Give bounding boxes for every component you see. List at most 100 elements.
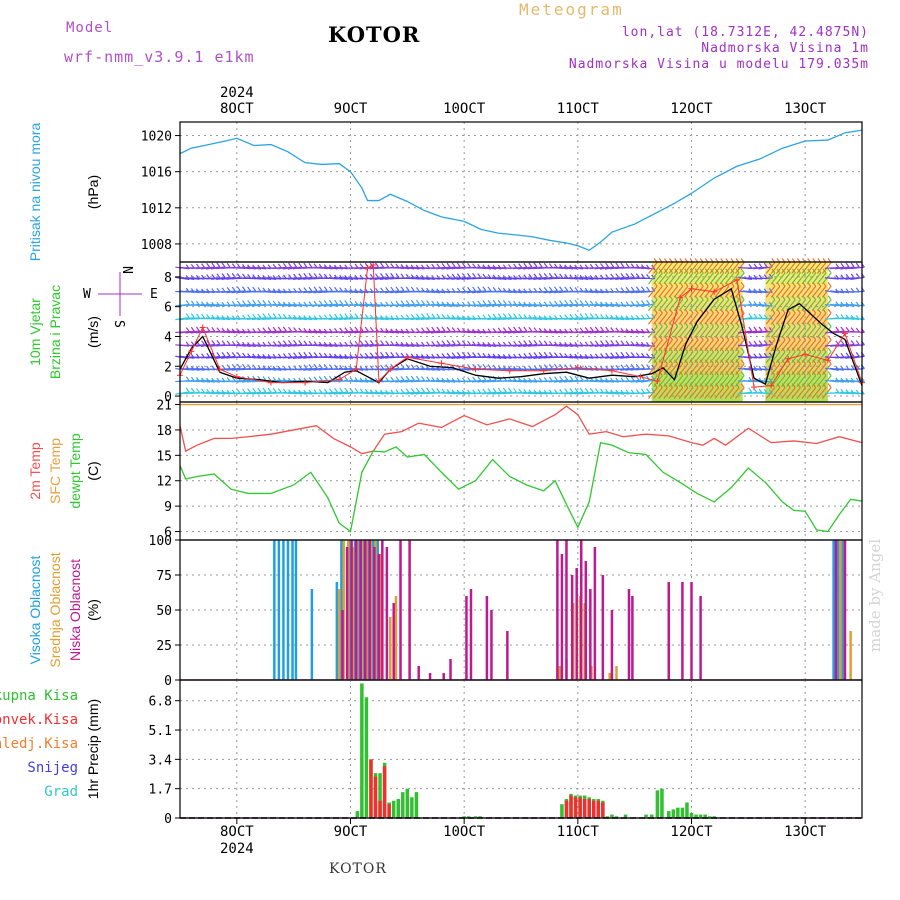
wind-barb bbox=[845, 355, 860, 359]
wind-barb bbox=[699, 387, 709, 399]
wind-barb bbox=[563, 391, 579, 395]
wind-barb-flag bbox=[528, 273, 533, 279]
wind-barb bbox=[704, 339, 714, 352]
wind-barb-flag bbox=[431, 387, 436, 393]
wind-barb bbox=[471, 343, 486, 347]
wind-barb bbox=[517, 266, 532, 270]
wind-barb-flag bbox=[293, 352, 298, 358]
wind-barb bbox=[653, 387, 663, 399]
wind-barb-flag bbox=[827, 268, 832, 274]
wind-barb bbox=[811, 387, 822, 399]
bar bbox=[596, 800, 601, 818]
wind-barb-flag bbox=[329, 314, 333, 319]
wind-barb bbox=[678, 285, 689, 298]
wind-barb bbox=[589, 290, 604, 294]
series-marker bbox=[574, 364, 581, 371]
bar bbox=[389, 617, 392, 680]
wind-barb bbox=[487, 391, 502, 395]
wind-barb-flag bbox=[313, 286, 318, 292]
y-tick-label: 6.8 bbox=[149, 695, 172, 710]
wind-barb bbox=[477, 266, 492, 270]
wind-barb bbox=[579, 367, 594, 371]
wind-barb bbox=[400, 343, 415, 348]
wind-barb-flag bbox=[426, 300, 431, 306]
wind-barb bbox=[775, 299, 786, 312]
wind-barb-flag bbox=[574, 387, 579, 393]
wind-barb-flag bbox=[518, 313, 523, 319]
model-label: Model bbox=[66, 20, 114, 36]
wind-barb-flag bbox=[216, 327, 221, 333]
wind-barb-flag bbox=[594, 340, 599, 346]
wind-barb-flag bbox=[704, 347, 709, 353]
wind-barb bbox=[663, 299, 674, 312]
wind-barb-flag bbox=[807, 359, 812, 365]
wind-barb-flag bbox=[421, 327, 426, 333]
wind-barb bbox=[791, 262, 801, 274]
wind-barb bbox=[821, 285, 832, 298]
wind-barb bbox=[806, 387, 817, 399]
wind-barb-flag bbox=[513, 326, 518, 332]
wind-barb-flag bbox=[390, 286, 395, 292]
wind-barb bbox=[338, 367, 353, 371]
wind-barb bbox=[318, 266, 333, 270]
wind-barb bbox=[420, 330, 435, 334]
wind-barb-flag bbox=[405, 364, 410, 369]
y-tick-label: 0 bbox=[164, 674, 172, 689]
wind-barb bbox=[786, 375, 796, 388]
wind-barb bbox=[688, 285, 699, 298]
wind-barb-flag bbox=[185, 387, 190, 393]
wind-barb bbox=[719, 351, 730, 364]
wind-barb bbox=[277, 303, 292, 307]
wind-barb bbox=[683, 299, 694, 312]
wind-barb bbox=[477, 379, 492, 383]
wind-barb-flag bbox=[584, 313, 589, 318]
wind-barb bbox=[709, 387, 720, 399]
compass-s: S bbox=[111, 320, 126, 328]
y-tick-label: 12 bbox=[156, 475, 172, 490]
wind-barb bbox=[709, 272, 720, 285]
wind-barb-flag bbox=[313, 376, 318, 382]
wind-barb-flag bbox=[318, 286, 323, 292]
wind-barb-flag bbox=[390, 352, 395, 357]
wind-barb bbox=[845, 317, 860, 321]
wind-barb-flag bbox=[236, 273, 241, 278]
wind-barb-flag bbox=[277, 326, 282, 332]
wind-barb-flag bbox=[436, 388, 441, 393]
wind-barb bbox=[699, 363, 709, 376]
wind-barb bbox=[648, 326, 658, 338]
wind-barb-flag bbox=[763, 262, 768, 268]
wind-barb bbox=[635, 266, 650, 270]
bar bbox=[593, 547, 597, 680]
wind-barb bbox=[466, 330, 481, 334]
wind-barb-flag bbox=[748, 387, 753, 393]
wind-barb-flag bbox=[630, 273, 635, 278]
wind-barb-flag bbox=[600, 313, 605, 319]
y-tick-label: 6 bbox=[164, 526, 172, 541]
bar bbox=[485, 596, 489, 680]
wind-barb-flag bbox=[791, 371, 796, 377]
wind-barb bbox=[451, 355, 466, 359]
y-tick-label: 1020 bbox=[141, 130, 172, 145]
wind-barb bbox=[724, 299, 735, 312]
wind-barb bbox=[704, 312, 714, 325]
wind-barb-flag bbox=[313, 273, 318, 278]
bar bbox=[560, 554, 564, 680]
wind-barb-flag bbox=[694, 383, 699, 388]
wind-barb-flag bbox=[827, 308, 832, 314]
wind-barb bbox=[195, 379, 210, 383]
wind-barb bbox=[436, 379, 451, 383]
wind-barb bbox=[724, 351, 735, 364]
wind-barb-flag bbox=[725, 383, 730, 388]
wind-barb-flag bbox=[569, 388, 574, 393]
wind-barb-flag bbox=[487, 364, 492, 369]
wind-barb bbox=[630, 290, 645, 294]
compass-w: W bbox=[83, 287, 91, 302]
wind-barb-flag bbox=[781, 359, 786, 365]
wind-barb-flag bbox=[308, 272, 313, 278]
wind-barb-flag bbox=[625, 364, 630, 369]
wind-barb-flag bbox=[252, 286, 257, 292]
wind-barb bbox=[724, 285, 735, 298]
wind-barb-flag bbox=[339, 299, 344, 305]
wind-barb bbox=[384, 330, 400, 334]
wind-barb-flag bbox=[236, 286, 241, 292]
